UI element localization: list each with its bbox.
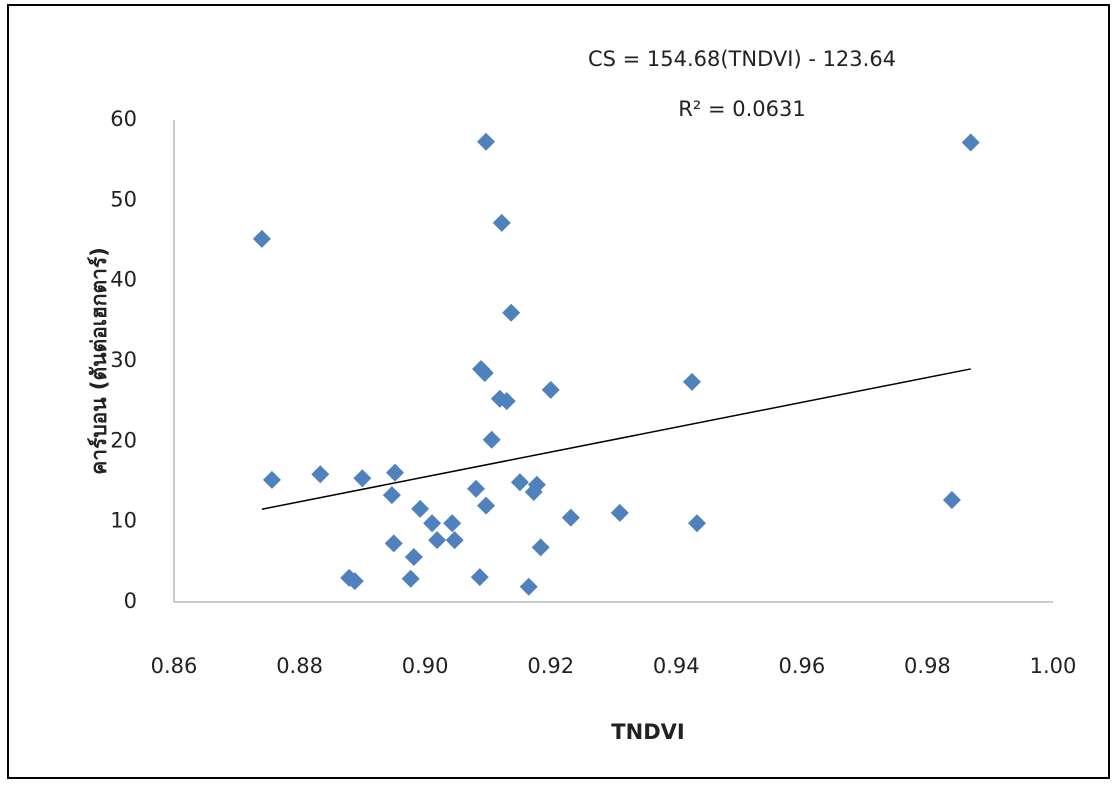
data-point (443, 514, 462, 533)
x-tick-label: 0.88 (276, 654, 323, 678)
x-tick-label: 0.96 (778, 654, 825, 678)
data-point (353, 469, 372, 488)
data-point (382, 486, 401, 505)
data-point (497, 392, 516, 411)
data-point (492, 213, 511, 232)
data-point (561, 508, 580, 527)
data-point (445, 531, 464, 550)
x-tick-label: 0.94 (653, 654, 700, 678)
data-point (466, 479, 485, 498)
y-tick-label: 60 (110, 107, 137, 131)
data-point (411, 499, 430, 518)
data-point (531, 538, 550, 557)
equation: CS = 154.68(TNDVI) - 123.64 (588, 47, 896, 71)
y-tick-label: 20 (110, 428, 137, 452)
x-axis-title: TNDVI (611, 720, 684, 744)
chart-frame (7, 4, 1110, 779)
data-point (386, 463, 405, 482)
data-point (688, 514, 707, 533)
data-point (475, 364, 494, 383)
data-point (527, 475, 546, 494)
data-point (404, 548, 423, 567)
x-tick-label: 0.86 (151, 654, 198, 678)
x-tick-label: 0.90 (402, 654, 449, 678)
y-tick-label: 40 (110, 268, 137, 292)
data-point (311, 465, 330, 484)
x-tick-label: 0.92 (527, 654, 574, 678)
data-point (262, 470, 281, 489)
y-tick-label: 50 (110, 187, 137, 211)
data-point (510, 473, 529, 492)
trendline (261, 368, 971, 510)
data-point (345, 572, 364, 591)
data-point (502, 303, 521, 322)
data-point (482, 430, 501, 449)
x-tick-label: 0.98 (904, 654, 951, 678)
y-tick-label: 10 (110, 509, 137, 533)
x-tick-label: 1.00 (1030, 654, 1077, 678)
data-point (252, 229, 271, 248)
data-point (519, 577, 538, 596)
data-point (682, 372, 701, 391)
data-point (477, 132, 496, 151)
data-point (961, 133, 980, 152)
y-tick-label: 30 (110, 348, 137, 372)
data-point (610, 503, 629, 522)
y-tick-label: 0 (124, 589, 137, 613)
data-point (470, 568, 489, 587)
data-point (428, 531, 447, 550)
data-point (942, 490, 961, 509)
y-axis-title: คาร์บอน (ตันต่อเฮกตาร์) (87, 247, 111, 475)
data-point (384, 534, 403, 553)
data-point (477, 496, 496, 515)
data-point (423, 514, 442, 533)
data-point (541, 380, 560, 399)
r-squared: R² = 0.0631 (678, 97, 805, 121)
data-point (401, 569, 420, 588)
